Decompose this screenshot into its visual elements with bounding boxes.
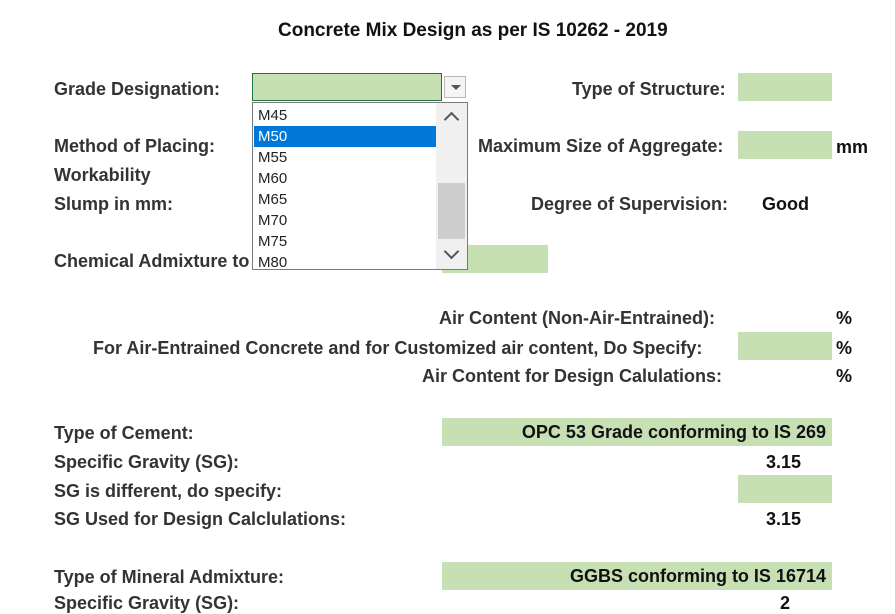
grade-option[interactable]: M55	[258, 149, 288, 166]
type-of-cement-label: Type of Cement:	[54, 423, 194, 443]
grade-option[interactable]: M65	[258, 191, 288, 208]
percent-unit-3: %	[836, 366, 853, 386]
grade-designation-label: Grade Designation:	[54, 79, 221, 99]
page-title: Concrete Mix Design as per IS 10262 - 20…	[278, 20, 668, 41]
workability-label: Workability	[54, 165, 151, 185]
chevron-down-icon	[443, 243, 460, 260]
specific-gravity-label: Specific Gravity (SG):	[54, 452, 240, 472]
chevron-down-icon	[451, 85, 461, 90]
grade-option[interactable]: M75	[258, 233, 288, 250]
max-size-aggregate-input[interactable]	[738, 131, 832, 159]
air-content-nae-label: Air Content (Non-Air-Entrained):	[439, 308, 715, 328]
grade-option[interactable]: M80	[258, 254, 288, 271]
air-content-design-label: Air Content for Design Calulations:	[422, 366, 723, 386]
specific-gravity-value: 3.15	[766, 452, 802, 472]
sg-used-value: 3.15	[766, 509, 802, 529]
percent-unit-1: %	[836, 308, 853, 328]
sg-different-input[interactable]	[738, 475, 832, 503]
degree-of-supervision-value[interactable]: Good	[762, 194, 809, 214]
type-of-structure-input[interactable]	[738, 73, 832, 101]
scroll-up-button[interactable]	[436, 103, 467, 131]
degree-of-supervision-label: Degree of Supervision:	[531, 194, 729, 214]
method-of-placing-label: Method of Placing:	[54, 136, 215, 156]
specific-gravity-2-value: 2	[780, 593, 791, 613]
type-of-cement-input[interactable]: OPC 53 Grade conforming to IS 269	[442, 418, 832, 446]
type-of-mineral-admixture-label: Type of Mineral Admixture:	[54, 567, 285, 587]
percent-unit-2: %	[836, 338, 853, 358]
air-entrained-input[interactable]	[738, 332, 832, 360]
grade-dropdown-button[interactable]	[444, 76, 466, 98]
grade-dropdown-list[interactable]: M45 M50 M55 M60 M65 M70 M75 M80	[252, 102, 468, 271]
grade-option[interactable]: M60	[258, 170, 288, 187]
grade-option-selected[interactable]: M50	[254, 126, 438, 147]
grade-option[interactable]: M70	[258, 212, 288, 229]
dropdown-scrollbar-thumb[interactable]	[438, 183, 465, 239]
chevron-up-icon	[443, 111, 460, 128]
slump-label: Slump in mm:	[54, 194, 174, 214]
sg-different-label: SG is different, do specify:	[54, 481, 283, 501]
type-of-mineral-admixture-input[interactable]: GGBS conforming to IS 16714	[442, 562, 832, 590]
scroll-down-button[interactable]	[436, 240, 467, 268]
specific-gravity-2-label: Specific Gravity (SG):	[54, 593, 240, 613]
chemical-admixture-label: Chemical Admixture to	[54, 251, 250, 271]
max-size-aggregate-label: Maximum Size of Aggregate:	[478, 136, 724, 156]
air-entrained-specify-label: For Air-Entrained Concrete and for Custo…	[93, 338, 703, 358]
grade-option[interactable]: M45	[258, 107, 288, 124]
type-of-structure-label: Type of Structure:	[572, 79, 726, 99]
grade-designation-input[interactable]	[252, 73, 442, 101]
mm-unit: mm	[836, 137, 869, 157]
sg-used-label: SG Used for Design Calclulations:	[54, 509, 347, 529]
